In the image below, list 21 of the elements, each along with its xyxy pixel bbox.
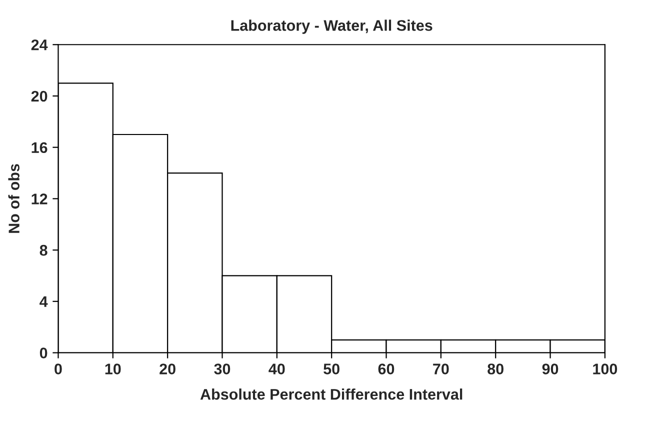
x-tick-label: 0 <box>54 364 62 374</box>
x-tick-label: 80 <box>488 364 504 374</box>
x-tick-label: 20 <box>160 364 176 374</box>
chart-title: Laboratory - Water, All Sites <box>231 20 432 34</box>
y-axis-title: No of obs <box>8 164 20 233</box>
y-tick-label: 16 <box>32 142 48 154</box>
x-tick-label: 60 <box>378 364 394 374</box>
x-tick-label: 30 <box>214 364 230 374</box>
x-tick-label: 10 <box>105 364 121 374</box>
y-tick-label: 8 <box>40 244 48 256</box>
x-tick-label: 100 <box>593 364 618 374</box>
y-tick-label: 12 <box>32 194 48 204</box>
x-axis-title: Absolute Percent Difference Interval <box>200 388 462 400</box>
y-tick-label: 20 <box>31 90 48 102</box>
y-tick-label: 0 <box>40 348 48 358</box>
y-tick-label: 24 <box>31 39 48 50</box>
x-tick-label: 40 <box>268 364 285 374</box>
x-tick-label: 50 <box>324 364 340 374</box>
x-tick-label: 90 <box>542 364 558 374</box>
x-tick-label: 70 <box>433 364 449 374</box>
y-tick-label: 4 <box>40 296 48 307</box>
